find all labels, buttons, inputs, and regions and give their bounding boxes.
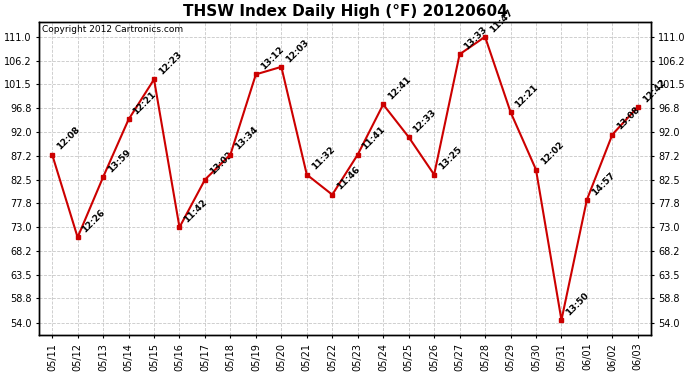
Text: 12:41: 12:41	[386, 75, 413, 102]
Text: 12:08: 12:08	[55, 125, 81, 152]
Text: 13:12: 13:12	[259, 45, 285, 72]
Text: 11:42: 11:42	[182, 198, 209, 225]
Text: 12:33: 12:33	[411, 108, 438, 134]
Text: 12:21: 12:21	[513, 82, 540, 109]
Text: 12:03: 12:03	[284, 38, 310, 64]
Text: 13:50: 13:50	[564, 291, 591, 317]
Text: 11:32: 11:32	[310, 145, 336, 172]
Text: 12:23: 12:23	[157, 50, 184, 76]
Text: 12:21: 12:21	[131, 90, 158, 117]
Text: 13:59: 13:59	[106, 148, 132, 174]
Text: 12:26: 12:26	[81, 208, 107, 234]
Text: 13:08: 13:08	[615, 105, 642, 132]
Text: 13:34: 13:34	[233, 125, 260, 152]
Text: 11:47: 11:47	[488, 7, 515, 34]
Text: 11:46: 11:46	[335, 165, 362, 192]
Text: 13:02: 13:02	[208, 150, 234, 177]
Text: 13:25: 13:25	[437, 145, 464, 172]
Text: 11:41: 11:41	[360, 125, 387, 152]
Text: 12:02: 12:02	[539, 140, 565, 167]
Text: Copyright 2012 Cartronics.com: Copyright 2012 Cartronics.com	[43, 25, 184, 34]
Text: 14:57: 14:57	[590, 170, 616, 197]
Text: 13:33: 13:33	[462, 25, 489, 51]
Title: THSW Index Daily High (°F) 20120604: THSW Index Daily High (°F) 20120604	[183, 4, 507, 19]
Text: 12:42: 12:42	[640, 78, 667, 104]
